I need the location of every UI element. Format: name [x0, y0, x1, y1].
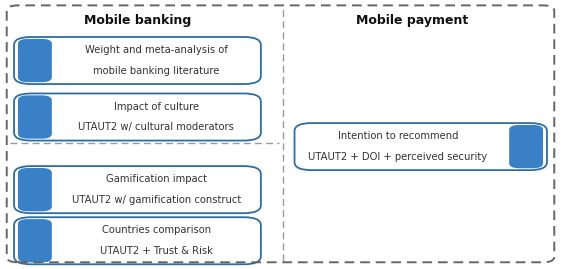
Text: Intention to recommend: Intention to recommend [338, 131, 458, 141]
FancyBboxPatch shape [509, 125, 543, 168]
Text: Countries comparison: Countries comparison [102, 225, 211, 235]
FancyBboxPatch shape [18, 168, 52, 211]
Text: UTAUT2 + DOI + perceived security: UTAUT2 + DOI + perceived security [309, 152, 488, 162]
Text: Gamification impact: Gamification impact [106, 174, 207, 184]
Text: UTAUT2 w/ gamification construct: UTAUT2 w/ gamification construct [72, 195, 241, 205]
Text: Mobile payment: Mobile payment [356, 14, 468, 27]
Text: Mobile banking: Mobile banking [84, 14, 191, 27]
FancyBboxPatch shape [18, 219, 52, 263]
FancyBboxPatch shape [14, 37, 261, 84]
Text: UTAUT2 w/ cultural moderators: UTAUT2 w/ cultural moderators [79, 122, 234, 132]
Text: Weight and meta-analysis of: Weight and meta-analysis of [85, 45, 228, 55]
Text: mobile banking literature: mobile banking literature [93, 66, 219, 76]
FancyBboxPatch shape [295, 123, 547, 170]
Text: UTAUT2 + Trust & Risk: UTAUT2 + Trust & Risk [100, 246, 213, 256]
FancyBboxPatch shape [14, 166, 261, 213]
FancyBboxPatch shape [18, 39, 52, 82]
Text: Impact of culture: Impact of culture [114, 102, 199, 112]
FancyBboxPatch shape [14, 217, 261, 264]
FancyBboxPatch shape [14, 94, 261, 141]
FancyBboxPatch shape [18, 95, 52, 139]
